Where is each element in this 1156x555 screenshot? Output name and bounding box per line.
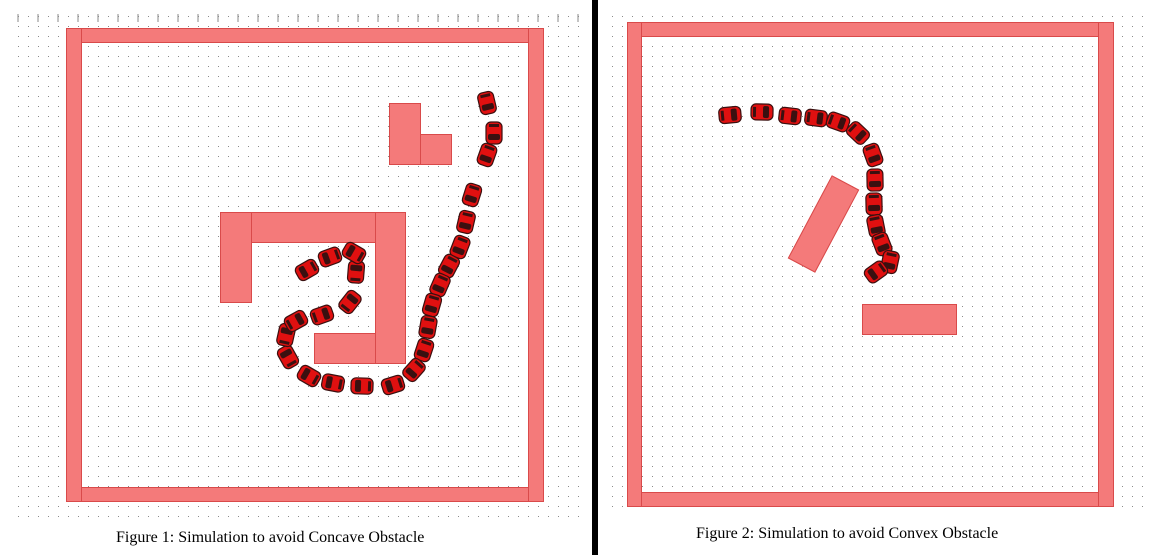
figure1-concave-bottom-stub: [314, 333, 376, 364]
figure1-robot-icon: [380, 374, 406, 396]
figure1-robot-icon: [418, 314, 438, 340]
figure2-robot-icon: [871, 231, 893, 257]
figure1-robot-icon: [485, 121, 503, 145]
figure1-robot-icon: [413, 337, 435, 363]
figure1-caption: Figure 1: Simulation to avoid Concave Ob…: [116, 529, 425, 546]
figure2-caption: Figure 2: Simulation to avoid Convex Obs…: [696, 525, 999, 542]
figure1-robot-icon: [477, 90, 497, 116]
figure1-concave-right-column: [375, 212, 406, 364]
figure2-robot-icon: [845, 121, 871, 145]
figure1-wall-left: [66, 28, 82, 502]
figure2-robot-icon: [863, 260, 889, 284]
figure1-top-ticks: [17, 14, 579, 22]
figure2-robot-icon: [862, 142, 884, 168]
figure1-robot-icon: [437, 253, 461, 279]
figure2-robot-icon: [825, 111, 851, 133]
figure1-robot-icon: [456, 209, 476, 235]
figure1-concave-left-arm: [220, 212, 252, 303]
figure1-robot-icon: [429, 272, 451, 298]
figure1-robot-icon: [346, 260, 366, 284]
figure1-robot-icon: [276, 344, 300, 370]
figure1-robot-icon: [461, 182, 483, 208]
figure2-robot-icon: [718, 105, 742, 125]
figure1-robot-icon: [338, 289, 362, 315]
figure2-robot-icon: [804, 108, 828, 128]
figure1-robot-icon: [341, 241, 367, 265]
figure1-robot-icon: [317, 246, 343, 268]
figure1-robot-icon: [283, 309, 309, 333]
figure1-robot-icon: [320, 373, 346, 393]
figure2-wall-right: [1098, 22, 1114, 507]
figure2-wall-left: [627, 22, 642, 507]
figure1-robot-icon: [294, 258, 320, 282]
figure1-robot-icon: [296, 364, 322, 388]
figure1-robot-icon: [449, 234, 471, 260]
figure1-robot-icon: [309, 304, 335, 326]
figure1-robot-icon: [350, 377, 374, 395]
figure-divider: [592, 0, 598, 555]
figure1-concave-top-bar: [251, 212, 376, 243]
figure2-robot-icon: [778, 106, 802, 126]
figure1-robot-icon: [421, 292, 443, 318]
figure1-robot-icon: [476, 142, 498, 168]
figure1-robot-icon: [402, 357, 426, 383]
figure2-robot-icon: [865, 192, 883, 216]
figure1-l-obstacle-foot: [420, 134, 452, 165]
figure2-bar-obstacle: [862, 304, 957, 335]
figure2-robot-icon: [866, 168, 884, 192]
figure1-wall-right: [528, 28, 544, 502]
figure2-robot-icon: [750, 103, 774, 121]
